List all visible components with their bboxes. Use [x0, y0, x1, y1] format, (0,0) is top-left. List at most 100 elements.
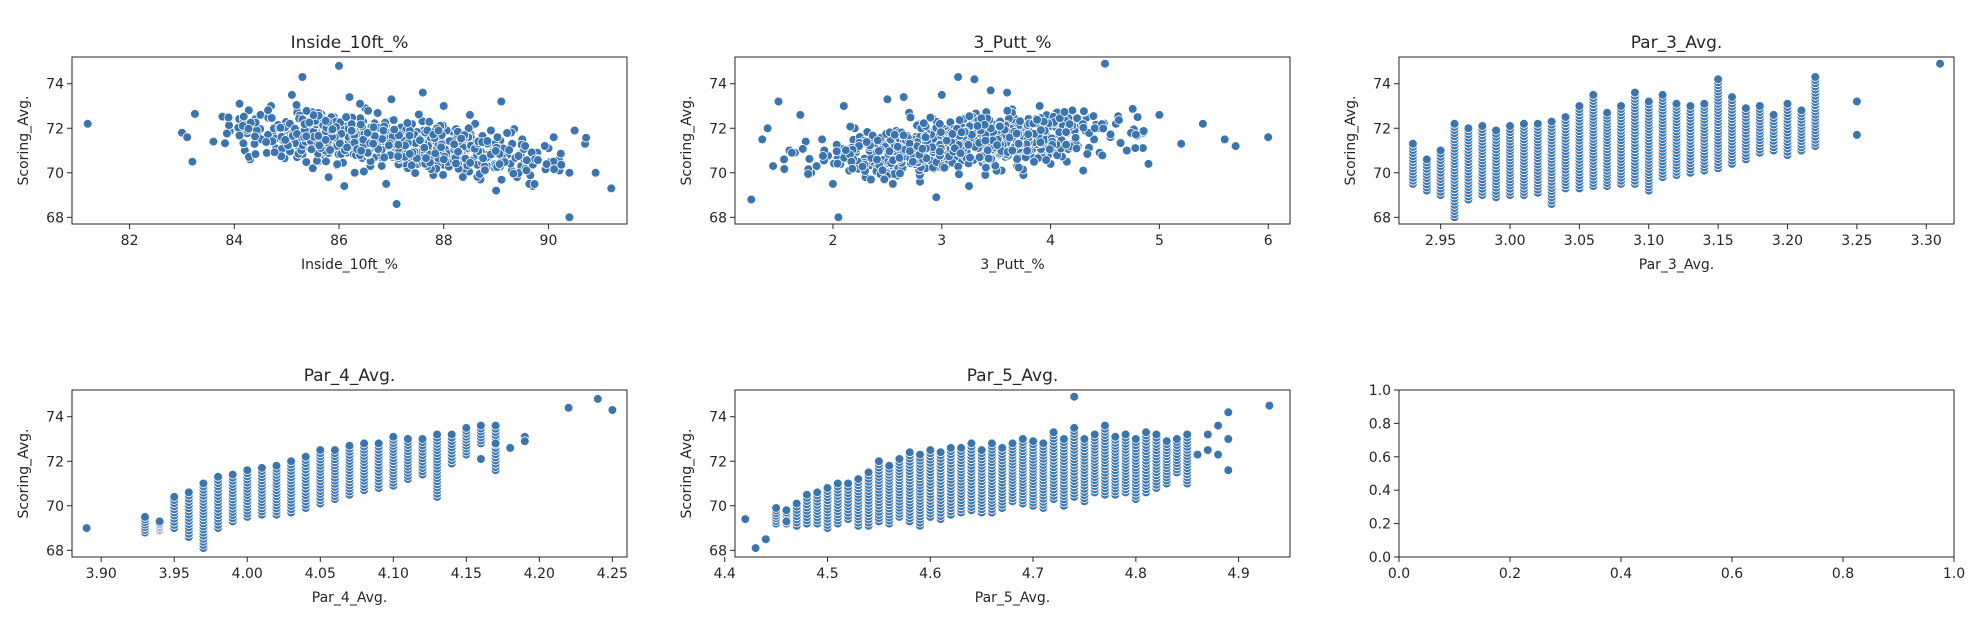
data-point	[417, 87, 428, 98]
data-point	[388, 431, 399, 442]
x-axis-label: Par_5_Avg.	[975, 590, 1050, 606]
plot-frame	[734, 389, 1291, 558]
data-point	[1588, 90, 1599, 100]
data-point	[1630, 87, 1640, 98]
data-point	[393, 151, 403, 162]
data-point	[832, 478, 843, 489]
data-point	[492, 132, 503, 143]
data-point	[581, 132, 591, 143]
y-tick-label: 74	[46, 77, 64, 93]
data-point	[213, 471, 223, 482]
x-axis-label: Inside_10ft_%	[301, 257, 398, 273]
data-point	[1435, 145, 1446, 156]
data-point	[895, 168, 905, 179]
data-point	[521, 165, 532, 176]
data-point	[242, 465, 253, 476]
data-point	[379, 152, 390, 163]
data-point	[297, 72, 308, 82]
data-point	[1100, 420, 1110, 431]
data-point	[898, 92, 909, 102]
data-point	[1015, 116, 1025, 126]
data-point	[239, 111, 249, 122]
x-axis-label: Par_3_Avg.	[1639, 257, 1714, 273]
data-point	[1505, 121, 1515, 131]
data-point	[1082, 149, 1093, 159]
data-point	[781, 516, 792, 527]
y-tick-label: 0.0	[1369, 550, 1391, 566]
x-tick-label: 4.9	[1227, 566, 1249, 582]
data-point	[1782, 99, 1793, 109]
data-point	[363, 106, 373, 116]
data-point	[1727, 92, 1737, 102]
data-point	[995, 121, 1005, 132]
data-point	[1151, 429, 1162, 440]
data-point	[607, 405, 618, 415]
data-point	[391, 199, 402, 209]
data-point	[1114, 115, 1124, 125]
series-points	[746, 58, 1273, 223]
x-tick-label: 90	[540, 233, 558, 249]
data-point	[1013, 138, 1024, 149]
data-point	[461, 423, 472, 433]
data-point	[332, 159, 343, 170]
data-point	[1713, 74, 1723, 85]
data-point	[457, 172, 468, 182]
data-point	[321, 156, 331, 167]
data-point	[1182, 429, 1192, 440]
data-point	[438, 170, 448, 180]
data-point	[1097, 150, 1108, 161]
data-point	[1154, 110, 1165, 120]
data-point	[750, 543, 761, 553]
data-point	[187, 156, 198, 167]
y-tick-label: 68	[46, 210, 64, 226]
data-point	[592, 394, 603, 404]
x-tick-label: 5	[1155, 233, 1164, 249]
data-point	[828, 179, 838, 189]
data-point	[1041, 155, 1051, 165]
data-point	[822, 483, 833, 493]
series-points	[1408, 58, 1945, 223]
x-tick-label: 3.10	[1633, 233, 1664, 249]
y-tick-label: 0.4	[1369, 483, 1391, 499]
data-point	[1064, 119, 1075, 129]
data-point	[779, 154, 789, 165]
y-tick-label: 68	[709, 210, 727, 226]
data-point	[478, 153, 488, 164]
x-tick-label: 2	[828, 233, 837, 249]
data-point	[569, 125, 580, 136]
data-point	[987, 438, 997, 449]
data-point	[453, 146, 463, 157]
data-point	[521, 155, 532, 166]
data-point	[982, 145, 993, 156]
data-point	[1011, 128, 1022, 139]
data-point	[1796, 105, 1807, 116]
data-point	[1449, 119, 1460, 129]
x-tick-label: 4.15	[451, 566, 482, 582]
series-points	[81, 394, 618, 553]
data-point	[918, 118, 929, 128]
data-point	[344, 440, 355, 451]
data-point	[1069, 391, 1079, 402]
data-point	[1013, 162, 1024, 173]
data-point	[465, 110, 475, 120]
x-tick-label: 4.8	[1125, 566, 1147, 582]
data-point	[963, 140, 974, 150]
data-point	[956, 127, 967, 138]
data-point	[306, 144, 317, 155]
data-point	[925, 112, 936, 123]
y-tick-label: 68	[1373, 210, 1391, 226]
data-point	[972, 121, 983, 131]
data-point	[917, 144, 928, 154]
data-point	[892, 142, 903, 152]
data-point	[541, 159, 552, 169]
y-tick-label: 0.2	[1369, 517, 1391, 533]
x-tick-label: 0.8	[1832, 566, 1854, 582]
data-point	[341, 112, 351, 122]
y-tick-label: 74	[709, 77, 727, 93]
data-point	[874, 456, 884, 467]
data-point	[985, 85, 996, 96]
y-tick-label: 70	[1373, 166, 1391, 182]
data-point	[419, 142, 430, 153]
x-tick-label: 88	[435, 233, 453, 249]
data-point	[1089, 134, 1099, 145]
